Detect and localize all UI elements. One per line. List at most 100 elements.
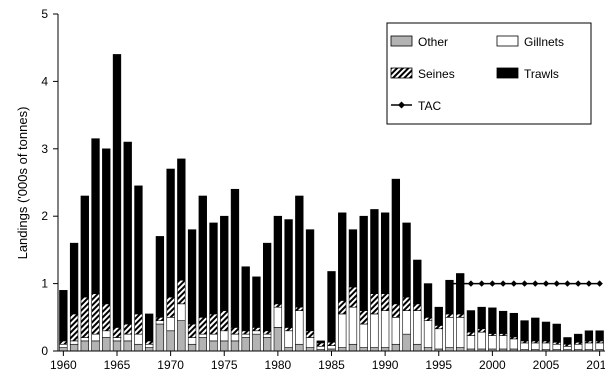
bar-seines-1979 — [262, 330, 272, 335]
bar-gillnets-2005 — [541, 342, 551, 350]
bar-other-1961 — [69, 343, 79, 352]
bar-seines-1996 — [445, 313, 454, 318]
bar-gillnets-1967 — [134, 333, 143, 345]
bar-gillnets-2004 — [531, 342, 540, 350]
bar-gillnets-1974 — [209, 333, 218, 342]
bar-gillnets-1971 — [177, 303, 186, 321]
bar-trawls-1961 — [69, 242, 79, 315]
bar-seines-1968 — [145, 340, 154, 345]
bar-seines-1964 — [102, 303, 111, 332]
bar-gillnets-1961 — [69, 340, 79, 345]
legend-label-gillnets: Gillnets — [524, 35, 564, 49]
bar-gillnets-1995 — [434, 328, 443, 350]
bar-gillnets-1985 — [327, 345, 336, 350]
bar-gillnets-1998 — [466, 335, 476, 350]
bar-other-1981 — [284, 347, 293, 352]
bar-other-1997 — [456, 347, 465, 352]
bar-gillnets-1969 — [155, 320, 165, 325]
bar-other-1982 — [295, 343, 304, 352]
bar-gillnets-1987 — [348, 306, 358, 345]
x-tick-label-1960: 1960 — [50, 358, 77, 372]
x-tick-label-1980: 1980 — [265, 358, 292, 372]
bar-trawls-1993 — [413, 259, 422, 305]
bar-gillnets-2009 — [584, 342, 594, 350]
x-tick-label-2000: 2000 — [479, 358, 506, 372]
bar-trawls-2009 — [584, 330, 594, 342]
bar-gillnets-2008 — [574, 343, 583, 350]
tac-point-2003 — [521, 280, 528, 287]
bar-seines-1992 — [402, 296, 411, 311]
bar-seines-1963 — [91, 293, 100, 335]
bar-seines-2006 — [552, 341, 561, 345]
bar-trawls-1981 — [284, 219, 293, 328]
bar-trawls-2010 — [595, 330, 604, 342]
bar-gillnets-1975 — [220, 330, 229, 342]
legend-swatch-trawls — [496, 67, 519, 79]
legend-label-tac: TAC — [418, 99, 441, 113]
bar-other-1971 — [177, 320, 186, 352]
bar-trawls-2007 — [563, 337, 572, 345]
bar-other-1969 — [155, 323, 165, 352]
bar-trawls-1966 — [123, 141, 132, 325]
bar-other-1977 — [241, 337, 250, 352]
bar-seines-1994 — [423, 316, 433, 321]
bar-gillnets-1962 — [80, 337, 89, 342]
bar-other-1973 — [198, 337, 207, 352]
bar-seines-1987 — [348, 286, 358, 308]
bar-trawls-1971 — [177, 158, 186, 281]
bar-trawls-2006 — [552, 323, 561, 343]
tac-point-2000 — [489, 280, 496, 287]
bar-trawls-1977 — [241, 266, 250, 332]
bar-trawls-1996 — [445, 279, 454, 315]
bar-trawls-1973 — [198, 195, 207, 318]
bar-gillnets-2001 — [498, 335, 508, 350]
bar-trawls-1960 — [59, 290, 68, 342]
tac-point-2006 — [553, 280, 560, 287]
bar-seines-1966 — [123, 323, 132, 335]
bar-seines-2001 — [498, 333, 508, 336]
bar-seines-1988 — [359, 310, 368, 325]
legend-marker-tac — [398, 101, 405, 109]
bar-other-1964 — [102, 337, 111, 352]
bar-seines-1973 — [198, 316, 207, 335]
legend: Other Gillnets Seines Trawls TAC — [386, 22, 592, 125]
bar-trawls-1979 — [262, 242, 272, 332]
bar-trawls-1990 — [380, 212, 390, 295]
tac-point-1996 — [446, 280, 453, 287]
bar-other-1974 — [209, 340, 218, 352]
bar-trawls-1992 — [402, 222, 411, 298]
bar-gillnets-1997 — [456, 316, 465, 348]
bar-trawls-1989 — [370, 209, 379, 295]
bar-seines-1993 — [413, 303, 422, 311]
bar-gillnets-1990 — [380, 310, 390, 348]
bar-gillnets-1965 — [112, 337, 122, 342]
bar-other-1968 — [145, 347, 154, 352]
bar-other-1972 — [187, 343, 197, 352]
tac-point-2002 — [510, 280, 518, 287]
x-tick-label-1965: 1965 — [104, 358, 131, 372]
bar-other-1975 — [220, 340, 229, 352]
bar-trawls-1976 — [230, 188, 240, 328]
bar-other-1994 — [423, 347, 433, 352]
bar-gillnets-2007 — [563, 345, 572, 350]
bar-seines-1962 — [80, 296, 89, 338]
bar-gillnets-1988 — [359, 323, 368, 348]
bar-seines-1972 — [187, 323, 197, 338]
bar-trawls-1965 — [112, 54, 122, 328]
y-tick-label-3: 3 — [41, 142, 48, 156]
bar-gillnets-1978 — [252, 330, 261, 335]
bar-gillnets-1966 — [123, 333, 132, 342]
bar-seines-1989 — [370, 293, 379, 315]
bar-seines-2010 — [595, 340, 604, 344]
bars-layer — [59, 54, 604, 352]
bar-trawls-2001 — [498, 310, 508, 334]
bar-gillnets-1973 — [198, 333, 207, 338]
bar-seines-1981 — [284, 327, 293, 332]
bar-gillnets-1972 — [187, 337, 197, 345]
bar-gillnets-1989 — [370, 313, 379, 348]
tac-point-2009 — [585, 280, 593, 287]
bar-seines-1995 — [434, 325, 443, 330]
bar-trawls-1969 — [155, 236, 165, 318]
bar-other-1963 — [91, 340, 100, 352]
